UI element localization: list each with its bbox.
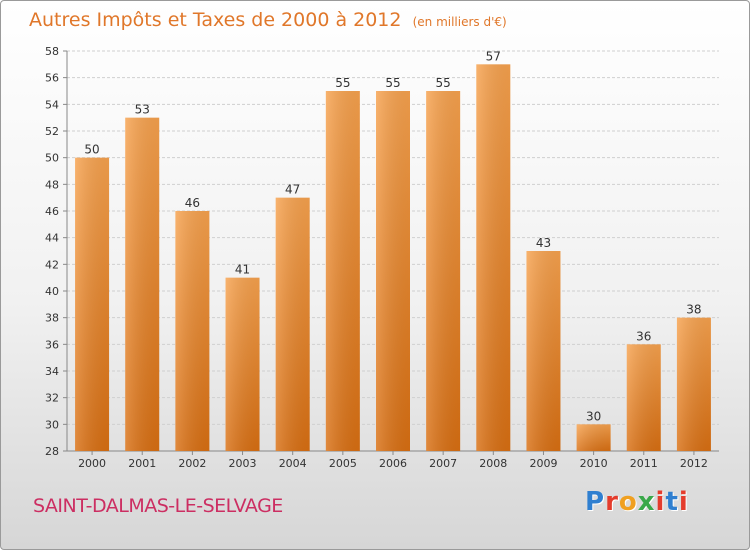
bar-shade — [225, 277, 260, 451]
value-label: 50 — [84, 143, 99, 157]
y-tick-label: 36 — [45, 338, 59, 351]
bar-shade — [325, 91, 360, 451]
bar-shade — [526, 251, 561, 451]
logo-letter: x — [637, 487, 656, 517]
y-tick-label: 46 — [45, 205, 59, 218]
bar-shade — [476, 64, 511, 452]
chart-subtitle: (en milliers d'€) — [412, 15, 507, 29]
y-tick-label: 56 — [45, 72, 59, 85]
bar-shade — [426, 91, 461, 451]
y-tick-label: 54 — [45, 98, 59, 111]
y-tick-label: 44 — [45, 232, 59, 245]
y-tick-label: 32 — [45, 392, 59, 405]
value-label: 53 — [135, 103, 150, 117]
value-label: 43 — [536, 236, 551, 250]
value-label: 46 — [185, 196, 200, 210]
bar-shade — [376, 91, 410, 451]
value-label: 57 — [486, 49, 501, 63]
x-tick-label: 2005 — [329, 457, 357, 470]
bar-shade — [125, 117, 160, 452]
chart-title: Autres Impôts et Taxes de 2000 à 2012 — [29, 9, 402, 31]
x-tick-label: 2001 — [128, 457, 156, 470]
y-tick-label: 28 — [45, 445, 59, 458]
logo-letter: o — [618, 487, 638, 517]
y-tick-label: 52 — [45, 125, 59, 138]
logo-letter: r — [605, 487, 619, 517]
y-tick-label: 42 — [45, 258, 59, 271]
y-tick-label: 30 — [45, 418, 59, 431]
value-label: 41 — [235, 263, 250, 277]
logo-letter: i — [655, 487, 666, 517]
logo-letter: i — [678, 487, 689, 517]
x-tick-label: 2008 — [479, 457, 507, 470]
logo-letter: t — [665, 487, 679, 517]
value-label: 38 — [686, 303, 701, 317]
bar-shade — [576, 424, 611, 451]
x-tick-label: 2012 — [680, 457, 708, 470]
y-tick-label: 40 — [45, 285, 59, 298]
x-tick-label: 2006 — [379, 457, 407, 470]
proxiti-logo: Proxiti — [585, 487, 689, 517]
value-label: 36 — [636, 329, 651, 343]
value-label: 55 — [385, 76, 400, 90]
x-tick-label: 2003 — [229, 457, 257, 470]
value-label: 30 — [586, 409, 601, 423]
x-tick-label: 2000 — [78, 457, 106, 470]
bar-shade — [275, 197, 310, 451]
y-tick-label: 48 — [45, 178, 59, 191]
y-tick-label: 38 — [45, 312, 59, 325]
x-tick-label: 2011 — [630, 457, 658, 470]
value-label: 55 — [335, 76, 350, 90]
commune-name: SAINT-DALMAS-LE-SELVAGE — [33, 495, 283, 517]
x-tick-label: 2009 — [529, 457, 557, 470]
chart-title-block: Autres Impôts et Taxes de 2000 à 2012 (e… — [29, 9, 507, 31]
y-tick-label: 58 — [45, 45, 59, 58]
bar-shade — [75, 157, 110, 451]
bar-shade — [175, 211, 210, 451]
logo-letter: P — [585, 487, 606, 517]
x-tick-label: 2002 — [178, 457, 206, 470]
bar-shade — [626, 344, 661, 451]
value-label: 47 — [285, 183, 300, 197]
y-tick-label: 34 — [45, 365, 59, 378]
y-tick-label: 50 — [45, 152, 59, 165]
x-tick-label: 2004 — [279, 457, 307, 470]
x-tick-label: 2007 — [429, 457, 457, 470]
bar-shade — [676, 317, 711, 451]
value-label: 55 — [436, 76, 451, 90]
x-tick-label: 2010 — [580, 457, 608, 470]
